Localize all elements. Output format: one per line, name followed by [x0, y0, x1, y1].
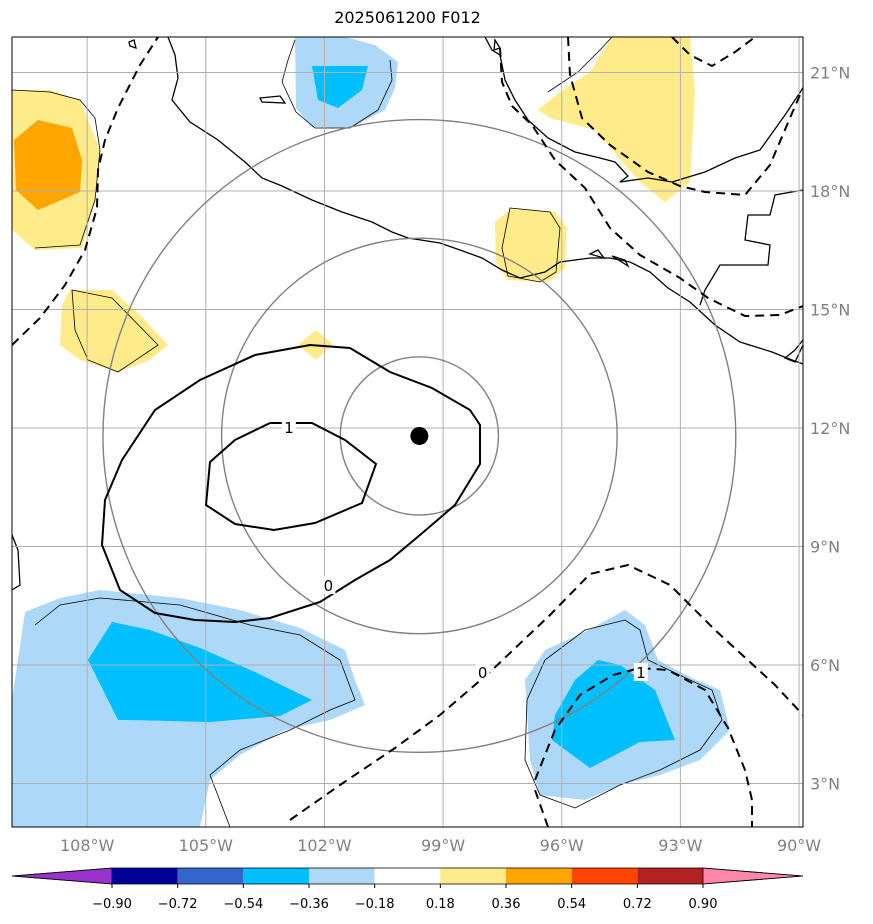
lon-tick-label: 96°W: [540, 836, 584, 855]
latitude-labels: 3°N 6°N 9°N 12°N 15°N 18°N 21°N: [810, 64, 850, 794]
orange-area-nw: [14, 120, 82, 210]
contour-labels: 1 0 0 1: [281, 418, 648, 682]
contour-label: 1: [284, 419, 294, 437]
storm-center-marker: [410, 426, 429, 445]
yellow-area-ne: [538, 37, 695, 202]
contour-label-bg: [321, 576, 336, 595]
colorbar-bin: [112, 868, 178, 884]
blue-area-n: [312, 66, 368, 108]
contour-label: 0: [324, 577, 334, 595]
contour-label: 1: [636, 664, 646, 682]
colorbar-bin: [243, 868, 309, 884]
contour-dashed-nw: [12, 37, 159, 346]
colorbar-bin: [506, 868, 572, 884]
colorbar-tick-label: 0.18: [426, 897, 455, 912]
colorbar-bin: [637, 868, 703, 884]
range-ring: [339, 356, 500, 516]
contour-label: 0: [478, 664, 488, 682]
coastlines: [12, 37, 803, 591]
range-rings: [102, 118, 737, 754]
colorbar-extend-low: [11, 867, 113, 885]
contour-0: [100, 343, 481, 624]
colorbar-tick-label: 0.54: [557, 897, 586, 912]
colorbar-bin: [374, 868, 441, 884]
chart-title: 2025061200 F012: [334, 8, 481, 27]
longitude-labels: 108°W 105°W 102°W 99°W 96°W 93°W 90°W: [60, 836, 821, 855]
colorbar-tick-label: 0.36: [492, 897, 521, 912]
colorbar-bin: [177, 868, 244, 884]
colorbar-extend-high: [702, 867, 804, 885]
contour-dashed-se2: [534, 666, 753, 827]
yellow-area-w: [60, 290, 168, 372]
contour-dashed-ne: [671, 37, 756, 68]
lat-tick-label: 15°N: [810, 301, 850, 320]
lat-tick-label: 3°N: [810, 775, 840, 794]
colorbar-tick-label: −0.54: [223, 897, 263, 912]
lon-tick-label: 105°W: [179, 836, 234, 855]
lon-tick-label: 99°W: [421, 836, 465, 855]
bold-contours: [12, 37, 803, 827]
range-ring: [220, 237, 618, 635]
shaded-fields: [12, 37, 730, 827]
lon-tick-label: 108°W: [60, 836, 115, 855]
lat-tick-label: 6°N: [810, 656, 840, 675]
contour-dashed-se: [289, 563, 803, 821]
lat-tick-label: 12°N: [810, 419, 850, 438]
colorbar-tick-label: −0.36: [289, 897, 329, 912]
contour-label-bg: [475, 662, 490, 681]
range-ring: [102, 118, 737, 754]
map-frame: [11, 36, 804, 828]
colorbar-tick-label: −0.90: [92, 897, 132, 912]
contour-label-bg: [633, 662, 648, 681]
colorbar: −0.90 −0.72 −0.54 −0.36 −0.18 0.18 0.36 0.54 0.7…: [11, 867, 804, 912]
blue-area-se: [552, 660, 675, 768]
lon-tick-label: 102°W: [297, 836, 352, 855]
colorbar-tick-label: −0.18: [355, 897, 395, 912]
lon-tick-label: 93°W: [658, 836, 702, 855]
lat-tick-label: 21°N: [810, 64, 850, 83]
colorbar-bin: [571, 868, 638, 884]
blue-area-sw: [88, 622, 312, 722]
lat-tick-label: 18°N: [810, 182, 850, 201]
contour-1-inner: [204, 422, 378, 532]
colorbar-bin: [440, 868, 506, 884]
lat-tick-label: 9°N: [810, 538, 840, 557]
contour-label-bg: [281, 418, 296, 437]
gridlines: [12, 37, 803, 827]
contour-dashed-coast: [499, 47, 803, 318]
colorbar-tick-label: 0.90: [689, 897, 718, 912]
lon-tick-label: 90°W: [777, 836, 821, 855]
yellow-area-gulf: [495, 208, 567, 282]
colorbar-bin: [309, 868, 375, 884]
contour-dashed-n: [567, 37, 803, 197]
contour-dashed-se3: [534, 789, 549, 827]
colorbar-tick-label: 0.72: [623, 897, 652, 912]
colorbar-tick-label: −0.72: [158, 897, 198, 912]
